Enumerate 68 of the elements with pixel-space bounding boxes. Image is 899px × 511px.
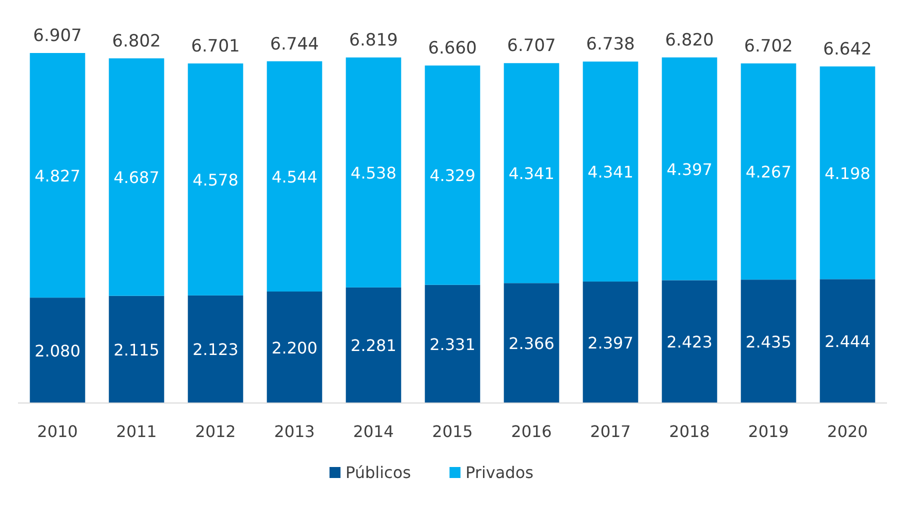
bar: [266, 292, 322, 403]
data-label: 2.331: [430, 334, 476, 354]
bar: [30, 53, 86, 298]
data-label: 4.687: [114, 168, 160, 188]
total-label: 6.707: [507, 36, 556, 56]
bar: [662, 280, 718, 403]
x-tick-label: 2014: [353, 422, 394, 441]
bar: [582, 282, 638, 403]
data-label: 4.538: [350, 163, 396, 182]
legend-label: Privados: [466, 463, 534, 482]
data-label: 2.423: [666, 332, 712, 352]
data-label: 4.827: [34, 166, 80, 186]
x-tick-label: 2017: [590, 422, 631, 441]
data-label: 2.397: [588, 333, 634, 352]
bar: [346, 57, 402, 288]
bar: [108, 58, 164, 296]
x-tick-label: 2018: [669, 422, 710, 441]
data-label: 4.267: [746, 162, 792, 182]
total-label: 6.744: [270, 34, 319, 54]
bar: [346, 287, 402, 403]
data-label: 4.544: [272, 167, 318, 186]
data-label: 2.281: [350, 336, 396, 356]
x-tick-label: 2013: [274, 422, 315, 441]
total-label: 6.642: [823, 39, 872, 60]
total-label: 6.701: [191, 36, 240, 56]
total-label: 6.907: [33, 26, 82, 46]
data-label: 4.198: [824, 164, 870, 183]
bar: [424, 284, 480, 403]
x-tick-label: 2019: [748, 422, 789, 441]
total-label: 6.738: [586, 34, 635, 55]
bar: [740, 63, 796, 280]
bar: [30, 298, 86, 403]
data-label: 2.366: [508, 334, 554, 354]
x-tick-label: 2015: [432, 422, 473, 441]
bar: [188, 63, 244, 296]
x-tick-label: 2010: [37, 422, 78, 441]
data-label: 2.444: [824, 332, 870, 352]
data-label: 2.123: [192, 340, 238, 360]
data-label: 2.200: [272, 338, 318, 358]
total-label: 6.820: [665, 30, 714, 50]
bar: [820, 279, 876, 403]
data-label: 4.329: [430, 166, 476, 186]
total-label: 6.819: [349, 30, 398, 50]
data-label: 2.435: [746, 332, 792, 352]
x-tick-label: 2016: [511, 422, 552, 441]
data-label: 4.397: [666, 160, 712, 179]
bar: [266, 61, 322, 292]
bar: [108, 296, 164, 403]
bar: [188, 295, 244, 403]
data-label: 4.578: [192, 170, 238, 190]
bar: [424, 66, 480, 285]
data-label: 4.341: [508, 164, 554, 184]
bar: [504, 283, 560, 403]
data-label: 2.115: [114, 340, 160, 360]
x-tick-label: 2020: [827, 422, 868, 441]
data-label: 2.080: [34, 341, 80, 360]
bar: [740, 280, 796, 403]
x-tick-label: 2012: [195, 422, 236, 441]
data-label: 4.341: [588, 162, 634, 182]
bar: [504, 63, 560, 284]
total-label: 6.660: [428, 38, 477, 59]
bar: [662, 57, 718, 280]
x-tick-label: 2011: [116, 422, 157, 441]
total-label: 6.702: [744, 36, 793, 56]
bar: [582, 62, 638, 282]
bar: [820, 66, 876, 280]
total-label: 6.802: [112, 31, 161, 52]
legend-label: Públicos: [346, 463, 411, 482]
